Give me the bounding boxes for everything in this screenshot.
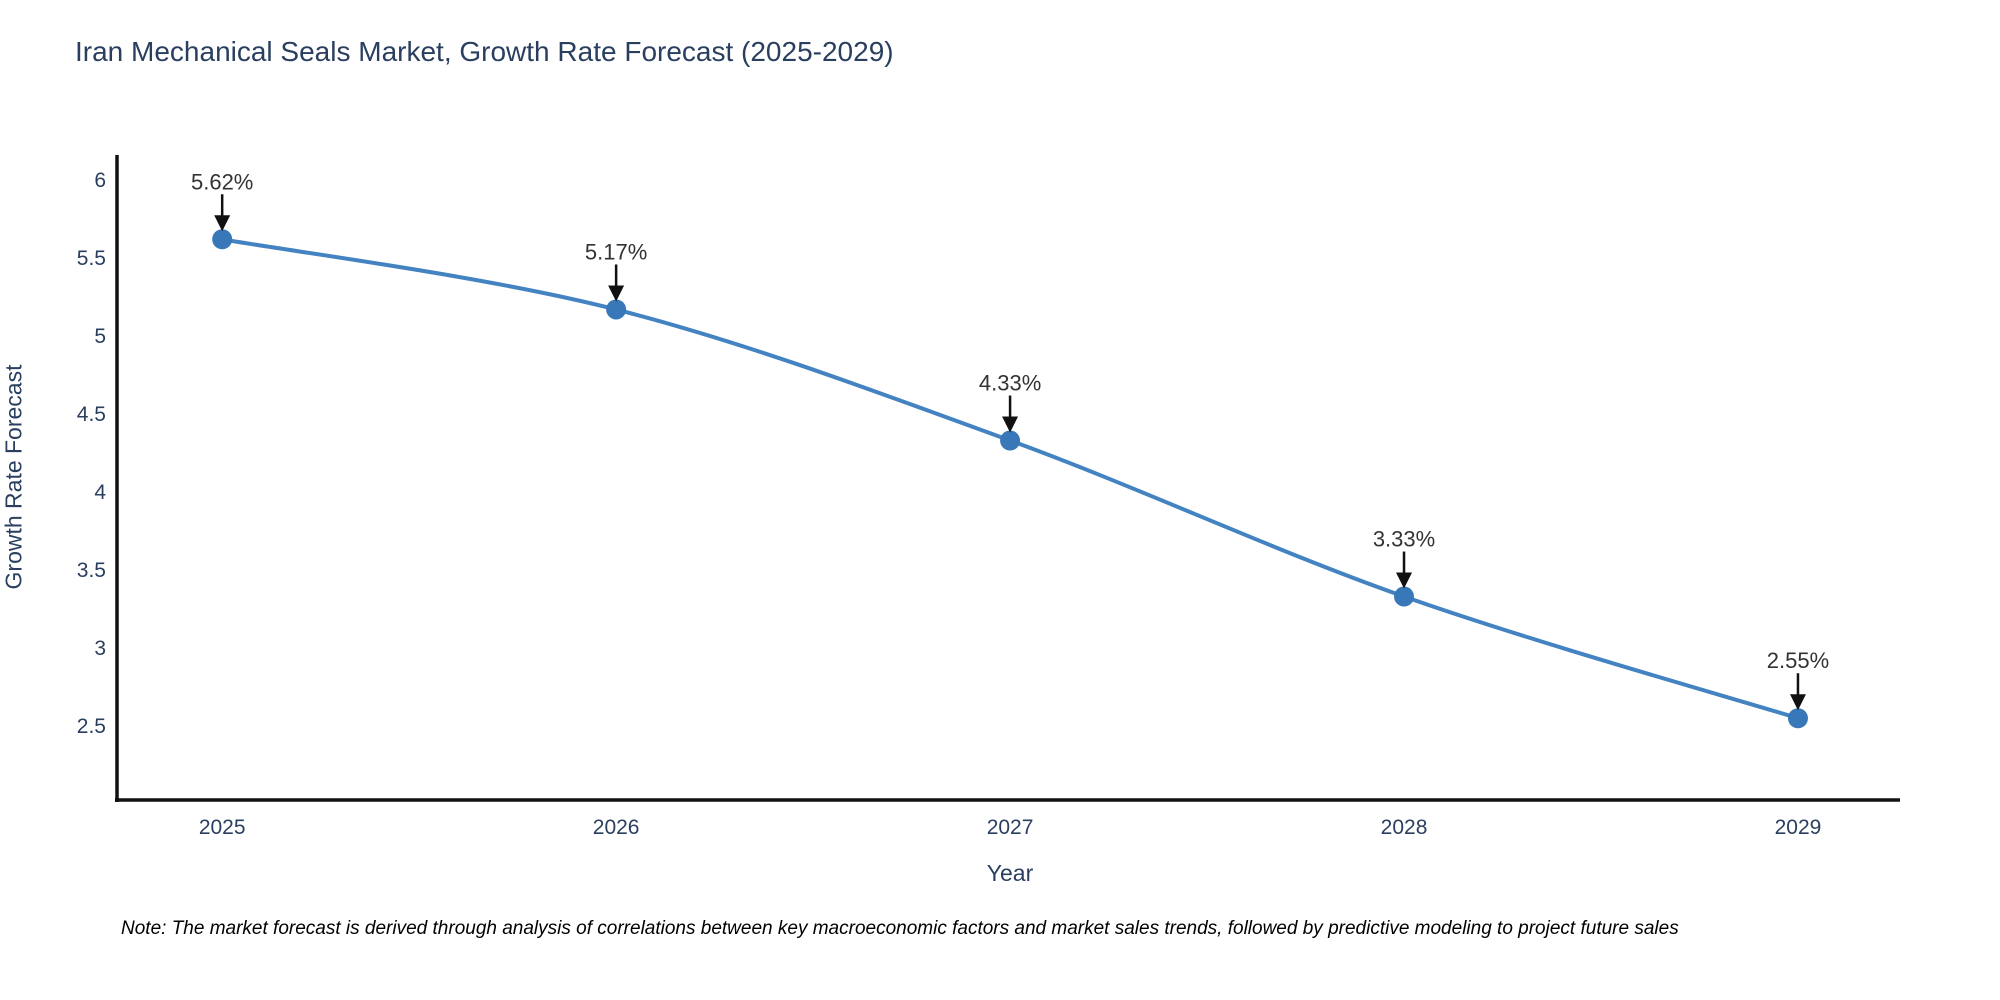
data-point-marker[interactable]	[1787, 708, 1808, 729]
y-tick-label: 5.5	[77, 247, 106, 270]
y-tick-label: 5	[94, 325, 106, 348]
x-axis-title: Year	[986, 860, 1034, 886]
annotation-arrow-head	[214, 215, 231, 232]
y-tick-label: 6	[94, 169, 106, 192]
annotation-arrow-head	[1002, 416, 1019, 433]
x-tick-label: 2025	[199, 816, 246, 839]
x-tick-label: 2028	[1381, 816, 1428, 839]
point-annotation-label: 3.33%	[1373, 527, 1435, 552]
x-tick-label: 2026	[593, 816, 640, 839]
point-annotation-label: 5.17%	[585, 239, 647, 264]
data-point-marker[interactable]	[606, 299, 627, 320]
annotation-arrow-head	[1396, 572, 1413, 589]
y-tick-label: 4.5	[77, 403, 106, 426]
y-axis-title: Growth Rate Forecast	[0, 364, 27, 590]
data-point-marker[interactable]	[212, 229, 233, 250]
footnote: Note: The market forecast is derived thr…	[121, 918, 1679, 939]
point-annotation-label: 2.55%	[1767, 648, 1829, 673]
x-tick-label: 2027	[987, 816, 1034, 839]
y-tick-label: 3	[94, 637, 106, 660]
data-point-marker[interactable]	[1394, 586, 1415, 607]
forecast-line	[220, 237, 1800, 721]
data-point-marker[interactable]	[1000, 430, 1021, 451]
chart-title: Iran Mechanical Seals Market, Growth Rat…	[75, 36, 894, 67]
point-annotation-label: 5.62%	[191, 169, 253, 194]
annotation-arrow-head	[1789, 694, 1806, 711]
y-tick-label: 2.5	[77, 715, 106, 738]
y-tick-label: 4	[94, 481, 106, 504]
x-tick-label: 2029	[1775, 816, 1822, 839]
y-tick-label: 3.5	[77, 559, 106, 582]
point-annotation-label: 4.33%	[979, 371, 1041, 396]
annotation-arrow-head	[608, 285, 625, 302]
